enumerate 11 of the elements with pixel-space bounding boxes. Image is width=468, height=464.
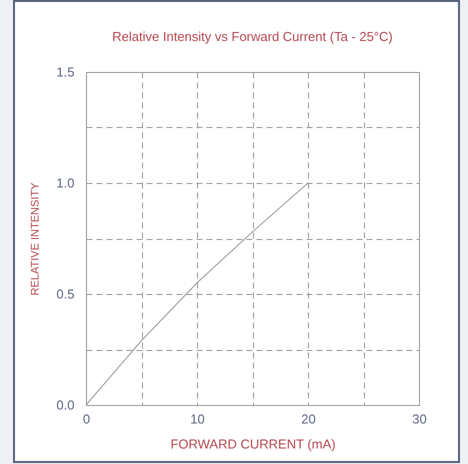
y-tick-label: 0.5 xyxy=(56,286,74,302)
y-tick-label: 0.0 xyxy=(56,398,74,412)
y-tick-label: 1.0 xyxy=(56,176,74,190)
chart-title: Relative Intensity vs Forward Current (Ta - 25°C) xyxy=(112,29,393,44)
x-tick-label: 0 xyxy=(82,412,90,426)
x-axis-title: FORWARD CURRENT (mA) xyxy=(170,436,336,452)
x-tick-label: 10 xyxy=(190,412,205,426)
y-tick-label: 1.5 xyxy=(56,64,74,80)
y-axis-title: RELATIVE INTENSITY xyxy=(29,182,42,296)
x-tick-label: 30 xyxy=(412,412,427,426)
x-tick-label: 20 xyxy=(301,412,316,426)
